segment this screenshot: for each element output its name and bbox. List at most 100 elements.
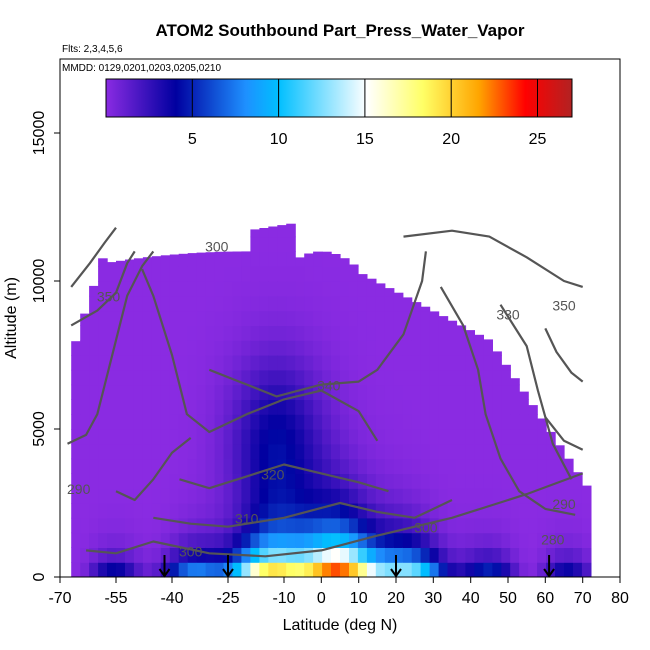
heatmap-cell bbox=[187, 384, 198, 400]
heatmap-cell bbox=[169, 473, 180, 489]
heatmap-cell bbox=[420, 532, 431, 548]
x-axis: -70 -55 -40 -25 -10 0 10 20 30 40 50 60 70 80 bbox=[48, 577, 629, 607]
heatmap-cell bbox=[205, 429, 216, 445]
heatmap-cell bbox=[286, 281, 296, 297]
heatmap-cell bbox=[178, 266, 189, 282]
heatmap-cell bbox=[483, 429, 493, 445]
heatmap-cell bbox=[259, 429, 269, 445]
heatmap-cell bbox=[528, 414, 538, 430]
heatmap-cell bbox=[178, 355, 189, 371]
heatmap-cell bbox=[223, 399, 234, 415]
heatmap-cell bbox=[142, 295, 153, 312]
heatmap-cell bbox=[501, 399, 511, 415]
heatmap-cell bbox=[483, 369, 493, 386]
heatmap-cell bbox=[80, 503, 90, 519]
heatmap-cell bbox=[340, 517, 350, 534]
heatmap-cell bbox=[456, 340, 467, 356]
heatmap-cell bbox=[456, 458, 467, 474]
heatmap-cell bbox=[465, 399, 475, 415]
heatmap-cell bbox=[340, 414, 350, 430]
heatmap-cell bbox=[411, 473, 422, 489]
heatmap-cell bbox=[295, 340, 305, 356]
heatmap-cell bbox=[250, 458, 260, 474]
heatmap-cell bbox=[331, 503, 341, 519]
heatmap-cell bbox=[510, 488, 520, 504]
heatmap-cell bbox=[483, 473, 493, 489]
heatmap-cell bbox=[205, 310, 216, 326]
heatmap-cell bbox=[107, 310, 117, 326]
heatmap-cell bbox=[501, 473, 511, 489]
heatmap-cell bbox=[384, 288, 395, 297]
heatmap-cell bbox=[250, 488, 260, 504]
heatmap-cell bbox=[420, 369, 431, 386]
heatmap-cell bbox=[107, 399, 117, 415]
heatmap-cell bbox=[133, 295, 144, 312]
heatmap-cell bbox=[178, 488, 189, 504]
heatmap-cell bbox=[116, 473, 126, 489]
heatmap-cell bbox=[89, 562, 99, 577]
heatmap-cell bbox=[89, 325, 99, 341]
heatmap-cell bbox=[474, 532, 484, 548]
heatmap-cell bbox=[205, 281, 216, 297]
heatmap-cell bbox=[205, 414, 216, 430]
heatmap-cell bbox=[546, 532, 556, 548]
heatmap-cell bbox=[438, 429, 449, 445]
heatmap-cell bbox=[357, 443, 368, 460]
heatmap-cell bbox=[313, 532, 323, 548]
colorbar-tick-label: 25 bbox=[529, 131, 547, 148]
heatmap-cell bbox=[393, 488, 404, 504]
heatmap-cell bbox=[250, 384, 260, 400]
heatmap-cell bbox=[340, 399, 350, 415]
heatmap-cell bbox=[510, 443, 520, 460]
heatmap-cell bbox=[160, 488, 171, 504]
heatmap-cell bbox=[366, 325, 377, 341]
heatmap-cell bbox=[349, 562, 359, 577]
heatmap-cell bbox=[492, 503, 502, 519]
heatmap-cell bbox=[420, 517, 431, 534]
heatmap-cell bbox=[384, 429, 395, 445]
heatmap-cell bbox=[510, 384, 520, 400]
heatmap-cell bbox=[357, 369, 368, 386]
heatmap-cell bbox=[116, 562, 126, 577]
heatmap-cell bbox=[286, 369, 296, 386]
heatmap-cell bbox=[151, 443, 162, 460]
heatmap-cell bbox=[259, 325, 269, 341]
heatmap-cell bbox=[214, 325, 225, 341]
heatmap-cell bbox=[98, 325, 108, 341]
heatmap-cell bbox=[411, 369, 422, 386]
heatmap-cell bbox=[241, 310, 251, 326]
heatmap-cell bbox=[142, 281, 153, 297]
heatmap-cell bbox=[71, 488, 81, 504]
heatmap-cell bbox=[187, 562, 198, 577]
dates-note: MMDD: 0129,0201,0203,0205,0210 bbox=[62, 63, 221, 74]
heatmap-cell bbox=[331, 458, 341, 474]
heatmap-cell bbox=[259, 488, 269, 504]
heatmap-cell bbox=[411, 458, 422, 474]
heatmap-cell bbox=[277, 340, 287, 356]
heatmap-cell bbox=[214, 488, 225, 504]
heatmap-cell bbox=[205, 532, 216, 548]
heatmap-cell bbox=[142, 517, 153, 534]
heatmap-cell bbox=[80, 384, 90, 400]
heatmap-cell bbox=[71, 429, 81, 445]
heatmap-cell bbox=[178, 281, 189, 297]
heatmap-cell bbox=[232, 310, 243, 326]
heatmap-cell bbox=[456, 503, 467, 519]
heatmap-cell bbox=[402, 310, 413, 326]
heatmap-cell bbox=[160, 547, 171, 563]
heatmap-cell bbox=[223, 340, 234, 356]
heatmap-cell bbox=[133, 414, 144, 430]
heatmap-cell bbox=[564, 458, 574, 474]
heatmap-cell bbox=[98, 414, 108, 430]
heatmap-cell bbox=[564, 503, 574, 519]
heatmap-cell bbox=[304, 310, 314, 326]
heatmap-cell bbox=[456, 325, 467, 341]
heatmap-cell bbox=[393, 414, 404, 430]
heatmap-cell bbox=[411, 355, 422, 371]
heatmap-cell bbox=[313, 473, 323, 489]
heatmap-cell bbox=[169, 503, 180, 519]
heatmap-cell bbox=[313, 414, 323, 430]
heatmap-cell bbox=[107, 295, 117, 312]
heatmap-cell bbox=[205, 547, 216, 563]
heatmap-cell bbox=[232, 532, 243, 548]
